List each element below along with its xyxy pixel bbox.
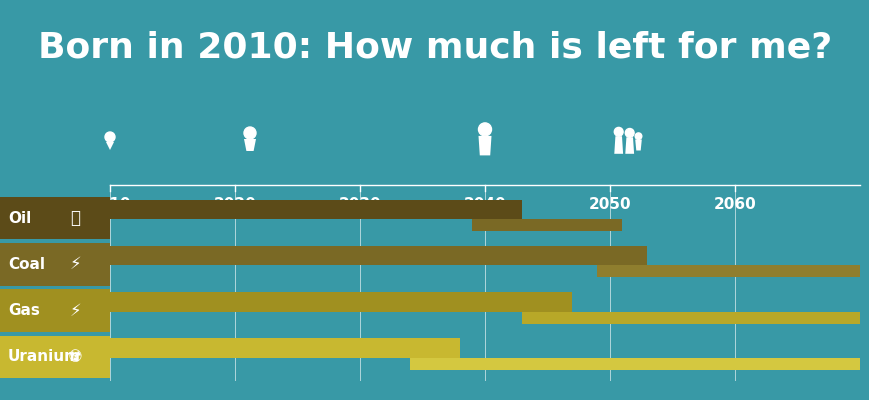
Bar (409, 358, 859, 370)
Text: 2010: 2010 (89, 197, 131, 212)
Circle shape (634, 133, 641, 140)
Circle shape (105, 132, 115, 142)
Bar (597, 265, 859, 277)
Circle shape (478, 123, 491, 136)
Text: 2050: 2050 (588, 197, 631, 212)
Bar (0, 336, 109, 378)
Polygon shape (243, 139, 255, 151)
Circle shape (625, 128, 634, 137)
Bar (472, 219, 622, 231)
Bar (109, 338, 460, 358)
Text: ⚡: ⚡ (70, 255, 81, 273)
Circle shape (243, 127, 255, 139)
Text: Uranium: Uranium (8, 349, 81, 364)
Polygon shape (634, 140, 641, 150)
Bar (0, 289, 109, 332)
Bar (109, 246, 647, 265)
Text: 2060: 2060 (713, 197, 755, 212)
Bar (109, 200, 522, 219)
Text: ⚡: ⚡ (70, 302, 81, 320)
Circle shape (614, 128, 622, 136)
Text: 2020: 2020 (214, 197, 256, 212)
Text: ☢: ☢ (68, 348, 83, 366)
Text: Gas: Gas (8, 303, 40, 318)
Polygon shape (625, 137, 634, 154)
Polygon shape (478, 136, 491, 155)
Polygon shape (106, 142, 114, 150)
Text: Coal: Coal (8, 257, 45, 272)
Bar (0, 197, 109, 239)
Bar (0, 243, 109, 286)
Text: Oil: Oil (8, 211, 31, 226)
Text: 2030: 2030 (338, 197, 381, 212)
Text: ⛽: ⛽ (70, 209, 80, 227)
Text: Born in 2010: How much is left for me?: Born in 2010: How much is left for me? (38, 30, 831, 64)
Bar (109, 292, 572, 312)
Text: 2040: 2040 (463, 197, 506, 212)
Polygon shape (614, 136, 622, 154)
Bar (522, 312, 859, 324)
